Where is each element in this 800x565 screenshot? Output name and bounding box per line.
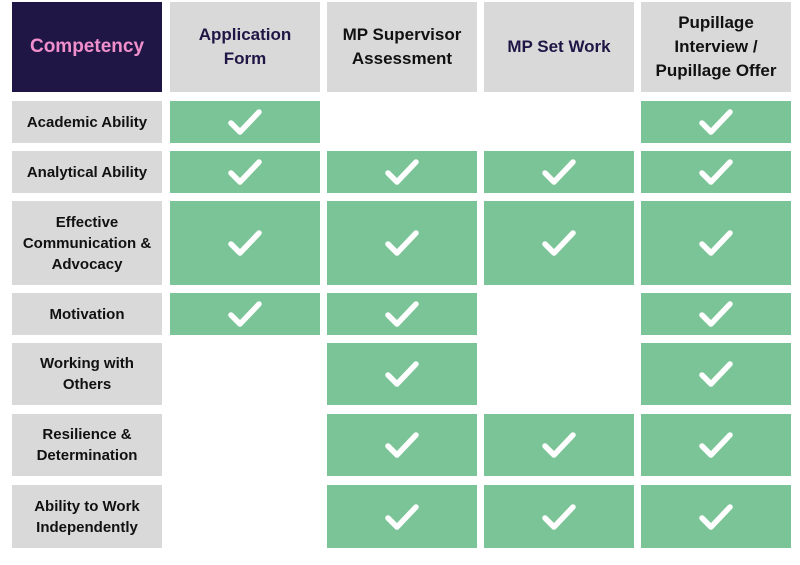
label-line: Independently — [36, 518, 138, 536]
row-header: Resilience & Determination — [12, 414, 162, 476]
checkmark-icon — [385, 361, 419, 387]
check-cell — [170, 151, 320, 193]
check-cell — [170, 201, 320, 285]
check-cell — [641, 151, 791, 193]
column-header-1: Application Form — [170, 2, 320, 92]
label-line: Pupillage Offer — [655, 61, 777, 80]
checkmark-icon — [385, 230, 419, 256]
checkmark-icon — [542, 432, 576, 458]
label-line: Assessment — [351, 49, 453, 68]
checkmark-icon — [699, 503, 733, 530]
label-line: Resilience & — [42, 426, 132, 443]
label-line: Pupillage — [678, 13, 754, 32]
check-cell — [327, 293, 477, 335]
check-cell — [327, 414, 477, 476]
check-cell — [641, 201, 791, 285]
label-line: Application — [198, 25, 292, 44]
checkmark-icon — [228, 109, 262, 135]
checkmark-icon — [699, 109, 733, 135]
check-cell — [327, 201, 477, 285]
checkmark-icon — [699, 159, 733, 185]
check-cell — [327, 151, 477, 193]
checkmark-icon — [542, 503, 576, 530]
label-line: Effective — [55, 213, 119, 231]
checkmark-icon — [385, 159, 419, 185]
label-line: Communication & — [22, 234, 152, 252]
checkmark-icon — [385, 301, 419, 327]
check-cell — [641, 343, 791, 405]
check-cell — [327, 343, 477, 405]
check-cell — [484, 485, 634, 548]
column-header-3: MP Set Work — [484, 2, 634, 92]
label-line: MP Supervisor — [342, 25, 462, 44]
corner-header-label: Competency — [29, 36, 145, 57]
label-line: Ability to Work — [34, 497, 140, 515]
checkmark-icon — [542, 159, 576, 185]
label-line: Motivation — [49, 305, 125, 323]
row-header: Academic Ability — [12, 101, 162, 143]
check-cell — [641, 101, 791, 143]
check-cell — [170, 293, 320, 335]
label-line: MP Set Work — [507, 37, 611, 56]
row-header: Motivation — [12, 293, 162, 335]
check-cell — [641, 485, 791, 548]
checkmark-icon — [699, 301, 733, 327]
label-line: Interview / — [674, 37, 758, 56]
check-cell — [484, 414, 634, 476]
checkmark-icon — [699, 432, 733, 458]
checkmark-icon — [699, 361, 733, 387]
label-line: Analytical Ability — [26, 163, 148, 181]
corner-header: Competency — [12, 2, 162, 92]
checkmark-icon — [699, 230, 733, 256]
row-header: Analytical Ability — [12, 151, 162, 193]
row-header: Effective Communication & Advocacy — [12, 201, 162, 285]
checkmark-icon — [385, 432, 419, 458]
check-cell — [327, 485, 477, 548]
label-line: Form — [223, 49, 267, 68]
label-line: Academic Ability — [26, 113, 148, 131]
checkmark-icon — [385, 503, 419, 530]
checkmark-icon — [228, 301, 262, 327]
checkmark-icon — [542, 230, 576, 256]
row-header: Working with Others — [12, 343, 162, 405]
check-cell — [484, 151, 634, 193]
label-line: Others — [62, 376, 112, 393]
label-line: Determination — [36, 447, 138, 464]
row-header: Ability to Work Independently — [12, 485, 162, 548]
check-cell — [641, 293, 791, 335]
checkmark-icon — [228, 159, 262, 185]
column-header-2: MP Supervisor Assessment — [327, 2, 477, 92]
column-header-4: Pupillage Interview / Pupillage Offer — [641, 2, 791, 92]
check-cell — [170, 101, 320, 143]
label-line: Working with — [40, 355, 134, 372]
checkmark-icon — [228, 230, 262, 256]
check-cell — [641, 414, 791, 476]
label-line: Advocacy — [51, 255, 123, 273]
check-cell — [484, 201, 634, 285]
